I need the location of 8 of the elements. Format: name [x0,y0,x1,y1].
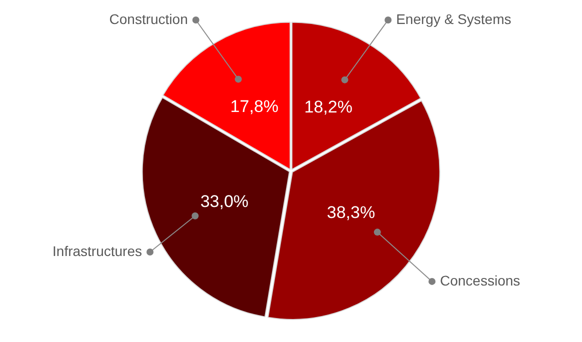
data-label: 38,3% [326,203,376,222]
data-label: 18,2% [304,97,352,116]
slice-label: Construction [109,10,188,27]
data-label: 17,8% [230,96,279,116]
data-label: 33,0% [200,192,249,211]
slice-label: Concessions [440,272,520,288]
slice-label: Infrastructures [52,242,142,259]
slice-label: Energy & Systems [396,10,512,27]
